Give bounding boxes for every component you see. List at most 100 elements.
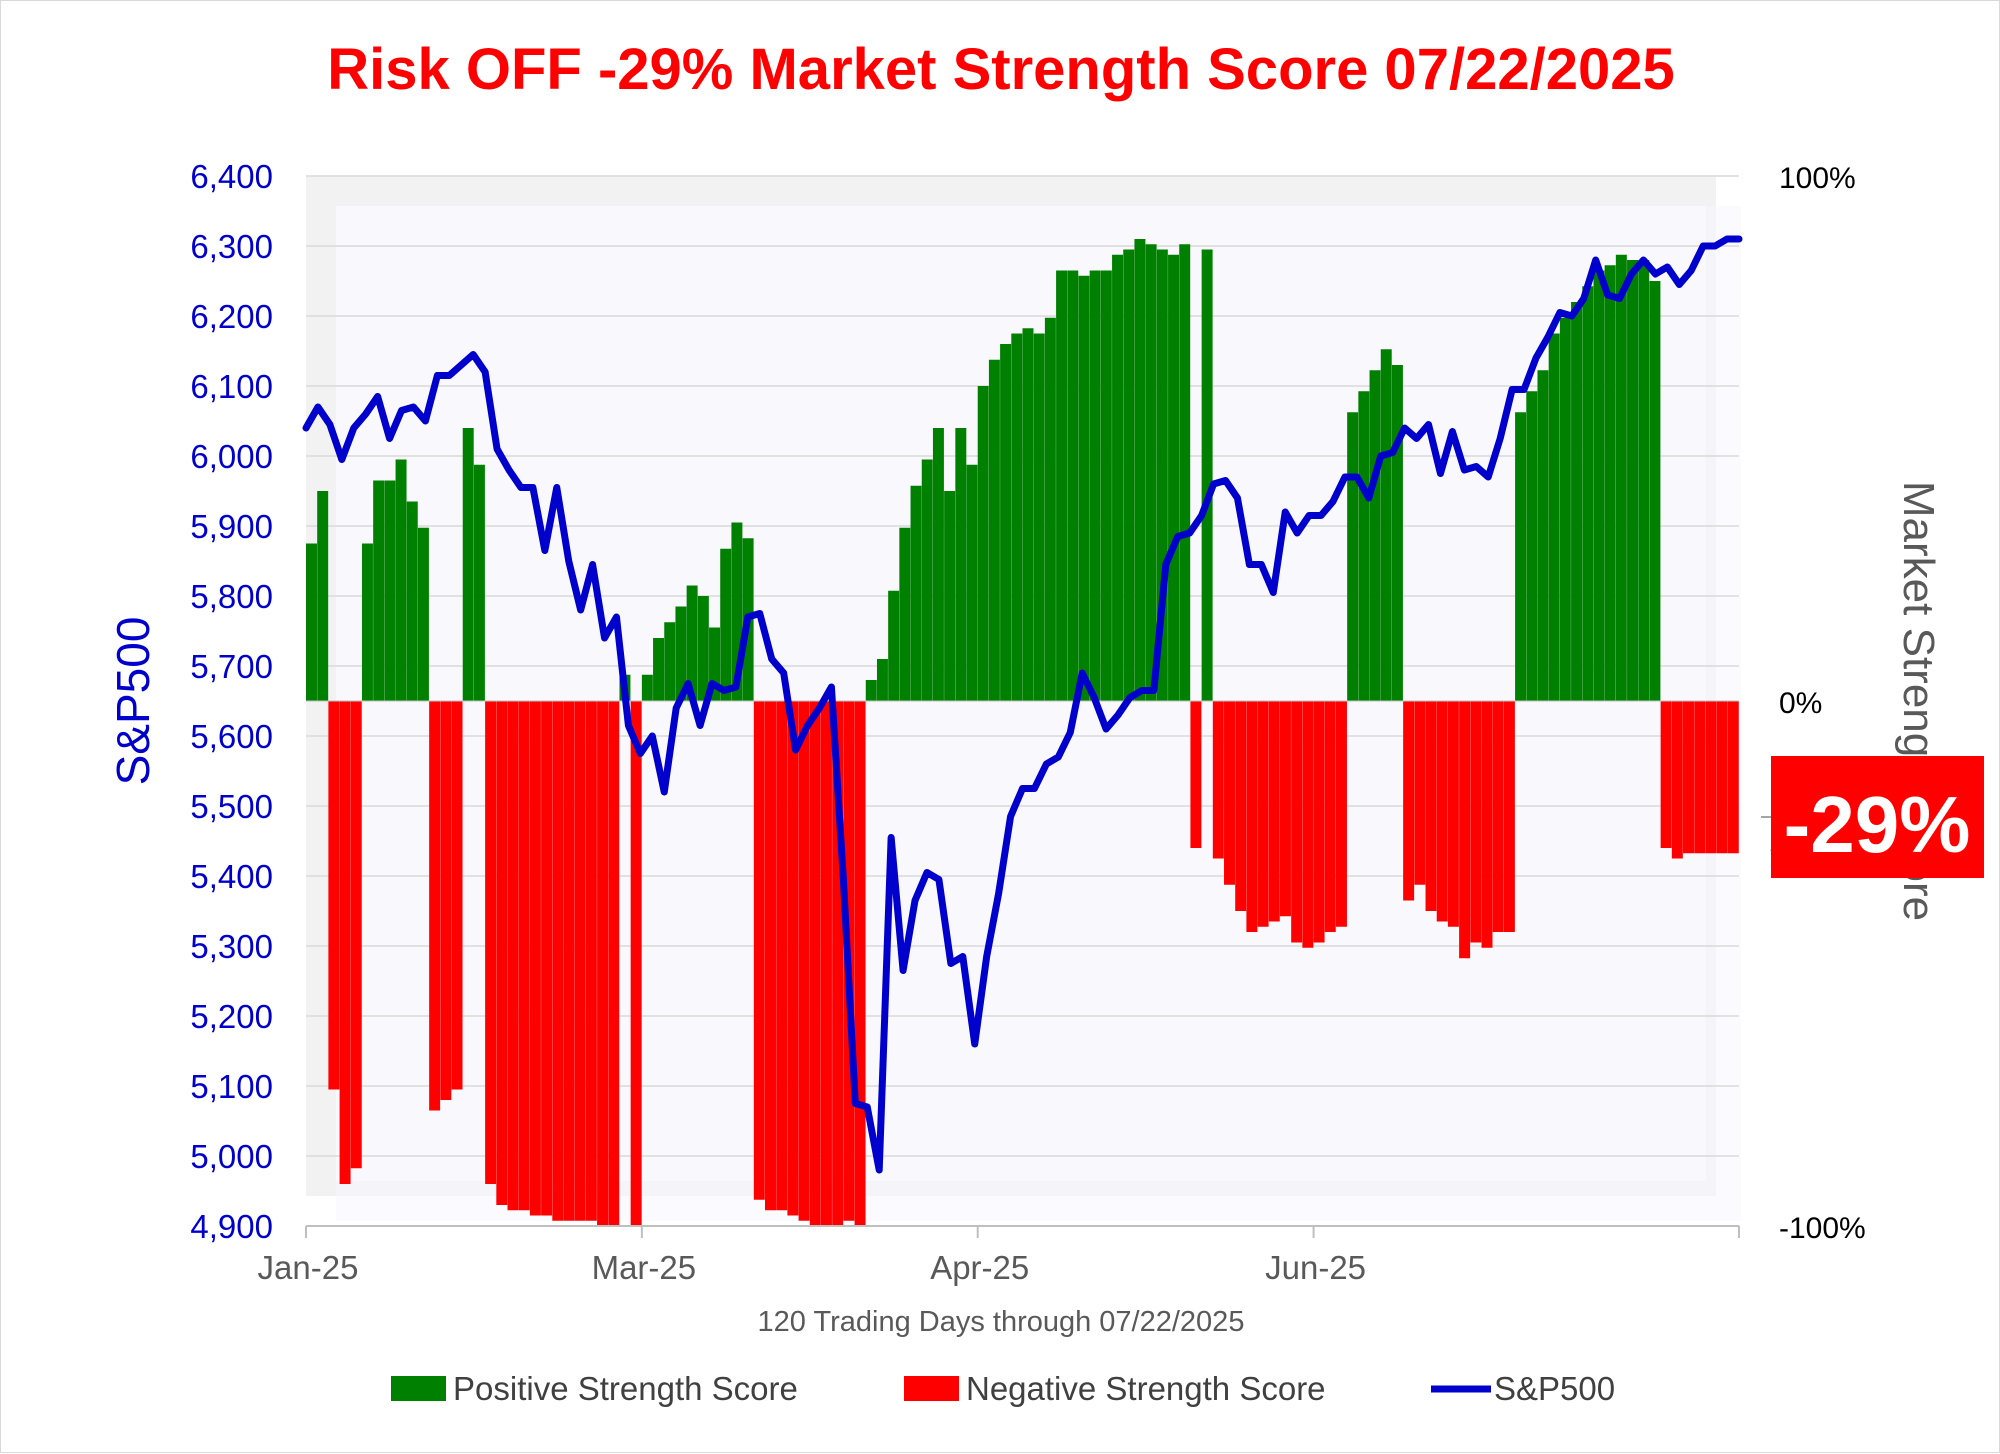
bar-positive	[1011, 333, 1023, 701]
bar-negative	[541, 701, 553, 1216]
bar-positive	[1649, 281, 1661, 701]
bar-positive	[1000, 344, 1012, 701]
bar-negative	[1447, 701, 1459, 927]
bar-positive	[1145, 244, 1157, 701]
bar-positive	[306, 543, 317, 701]
bar-negative	[1459, 701, 1471, 959]
bar-positive	[1571, 302, 1583, 701]
y-tick-label: 5,400	[190, 858, 273, 895]
bar-negative	[529, 701, 541, 1216]
x-tick-label: Jun-25	[1265, 1249, 1366, 1286]
bar-positive	[653, 638, 665, 701]
x-axis-ticks: Jan-25 Mar-25 Apr-25 Jun-25	[258, 1226, 1740, 1286]
bar-negative	[1503, 701, 1515, 932]
bar-negative	[832, 701, 844, 1226]
bar-negative	[440, 701, 452, 1100]
bar-negative	[1425, 701, 1437, 911]
bar-negative	[798, 701, 810, 1221]
bar-positive	[641, 674, 653, 701]
bar-positive	[1638, 260, 1650, 701]
bar-negative	[608, 701, 620, 1226]
callout-value: -29%	[1784, 780, 1971, 869]
bar-positive	[395, 459, 407, 701]
bar-positive	[1347, 412, 1359, 701]
strength-bars	[306, 239, 1739, 1226]
bar-negative	[1671, 701, 1683, 859]
bar-positive	[1033, 333, 1045, 701]
bar-negative	[1470, 701, 1482, 943]
bar-positive	[1369, 370, 1381, 701]
y2-tick-label: 0%	[1779, 687, 1822, 720]
bar-negative	[765, 701, 776, 1211]
y-tick-label: 6,200	[190, 298, 273, 335]
bar-positive	[1123, 249, 1135, 701]
y-tick-label: 5,600	[190, 718, 273, 755]
bar-positive	[1380, 349, 1392, 701]
bar-positive	[720, 548, 732, 701]
bar-negative	[1257, 701, 1269, 927]
bar-negative	[350, 701, 362, 1169]
bar-positive	[1100, 270, 1112, 701]
bar-negative	[585, 701, 597, 1221]
bar-negative	[1324, 701, 1336, 932]
bar-negative	[1246, 701, 1258, 932]
bar-positive	[361, 543, 373, 701]
bar-negative	[507, 701, 519, 1211]
y-tick-label: 5,300	[190, 928, 273, 965]
bar-positive	[384, 480, 396, 701]
bar-positive	[1627, 260, 1639, 701]
bar-positive	[1391, 365, 1403, 701]
bar-positive	[932, 428, 944, 701]
bar-positive	[1156, 249, 1168, 701]
legend-label-positive: Positive Strength Score	[453, 1370, 798, 1407]
bar-positive	[1168, 254, 1180, 701]
y-tick-label: 5,700	[190, 648, 273, 685]
bar-negative	[1492, 701, 1504, 932]
y-tick-label: 6,400	[190, 158, 273, 195]
callout-box	[1771, 756, 1984, 878]
bar-negative	[1705, 701, 1717, 854]
bar-negative	[485, 701, 497, 1184]
bar-negative	[1436, 701, 1448, 922]
bar-negative	[574, 701, 586, 1221]
x-tick-label: Mar-25	[592, 1249, 697, 1286]
y-tick-label: 5,100	[190, 1068, 273, 1105]
bar-positive	[373, 480, 385, 701]
bar-positive	[966, 464, 978, 701]
bar-positive	[1022, 328, 1034, 701]
bar-positive	[1134, 239, 1146, 701]
y-tick-label: 6,300	[190, 228, 273, 265]
legend-label-sp500: S&P500	[1494, 1370, 1615, 1407]
bar-positive	[865, 680, 877, 701]
y-tick-label: 5,500	[190, 788, 273, 825]
bar-negative	[496, 701, 508, 1205]
y-tick-label: 5,800	[190, 578, 273, 615]
bar-negative	[1212, 701, 1224, 859]
bar-negative	[820, 701, 832, 1226]
bar-positive	[955, 428, 967, 701]
x-tick-label: Jan-25	[258, 1249, 359, 1286]
bar-positive	[1604, 265, 1616, 701]
bar-negative	[1716, 701, 1728, 854]
y-axis-title: S&P500	[107, 617, 159, 786]
bar-negative	[429, 701, 441, 1111]
bar-positive	[899, 527, 911, 701]
bar-positive	[1112, 254, 1124, 701]
bar-positive	[1582, 286, 1594, 701]
bar-positive	[988, 359, 1000, 701]
bar-positive	[1044, 317, 1056, 701]
bar-positive	[697, 596, 709, 701]
bar-positive	[473, 464, 485, 701]
bar-negative	[1414, 701, 1426, 885]
bar-positive	[1056, 270, 1068, 701]
bar-negative	[1190, 701, 1202, 848]
y-tick-label: 5,200	[190, 998, 273, 1035]
bar-negative	[1481, 701, 1493, 948]
sp500-line	[302, 235, 1743, 1174]
bar-negative	[809, 701, 821, 1226]
bar-negative	[854, 701, 866, 1226]
bar-negative	[1268, 701, 1280, 922]
x-tick-label: Apr-25	[930, 1249, 1029, 1286]
